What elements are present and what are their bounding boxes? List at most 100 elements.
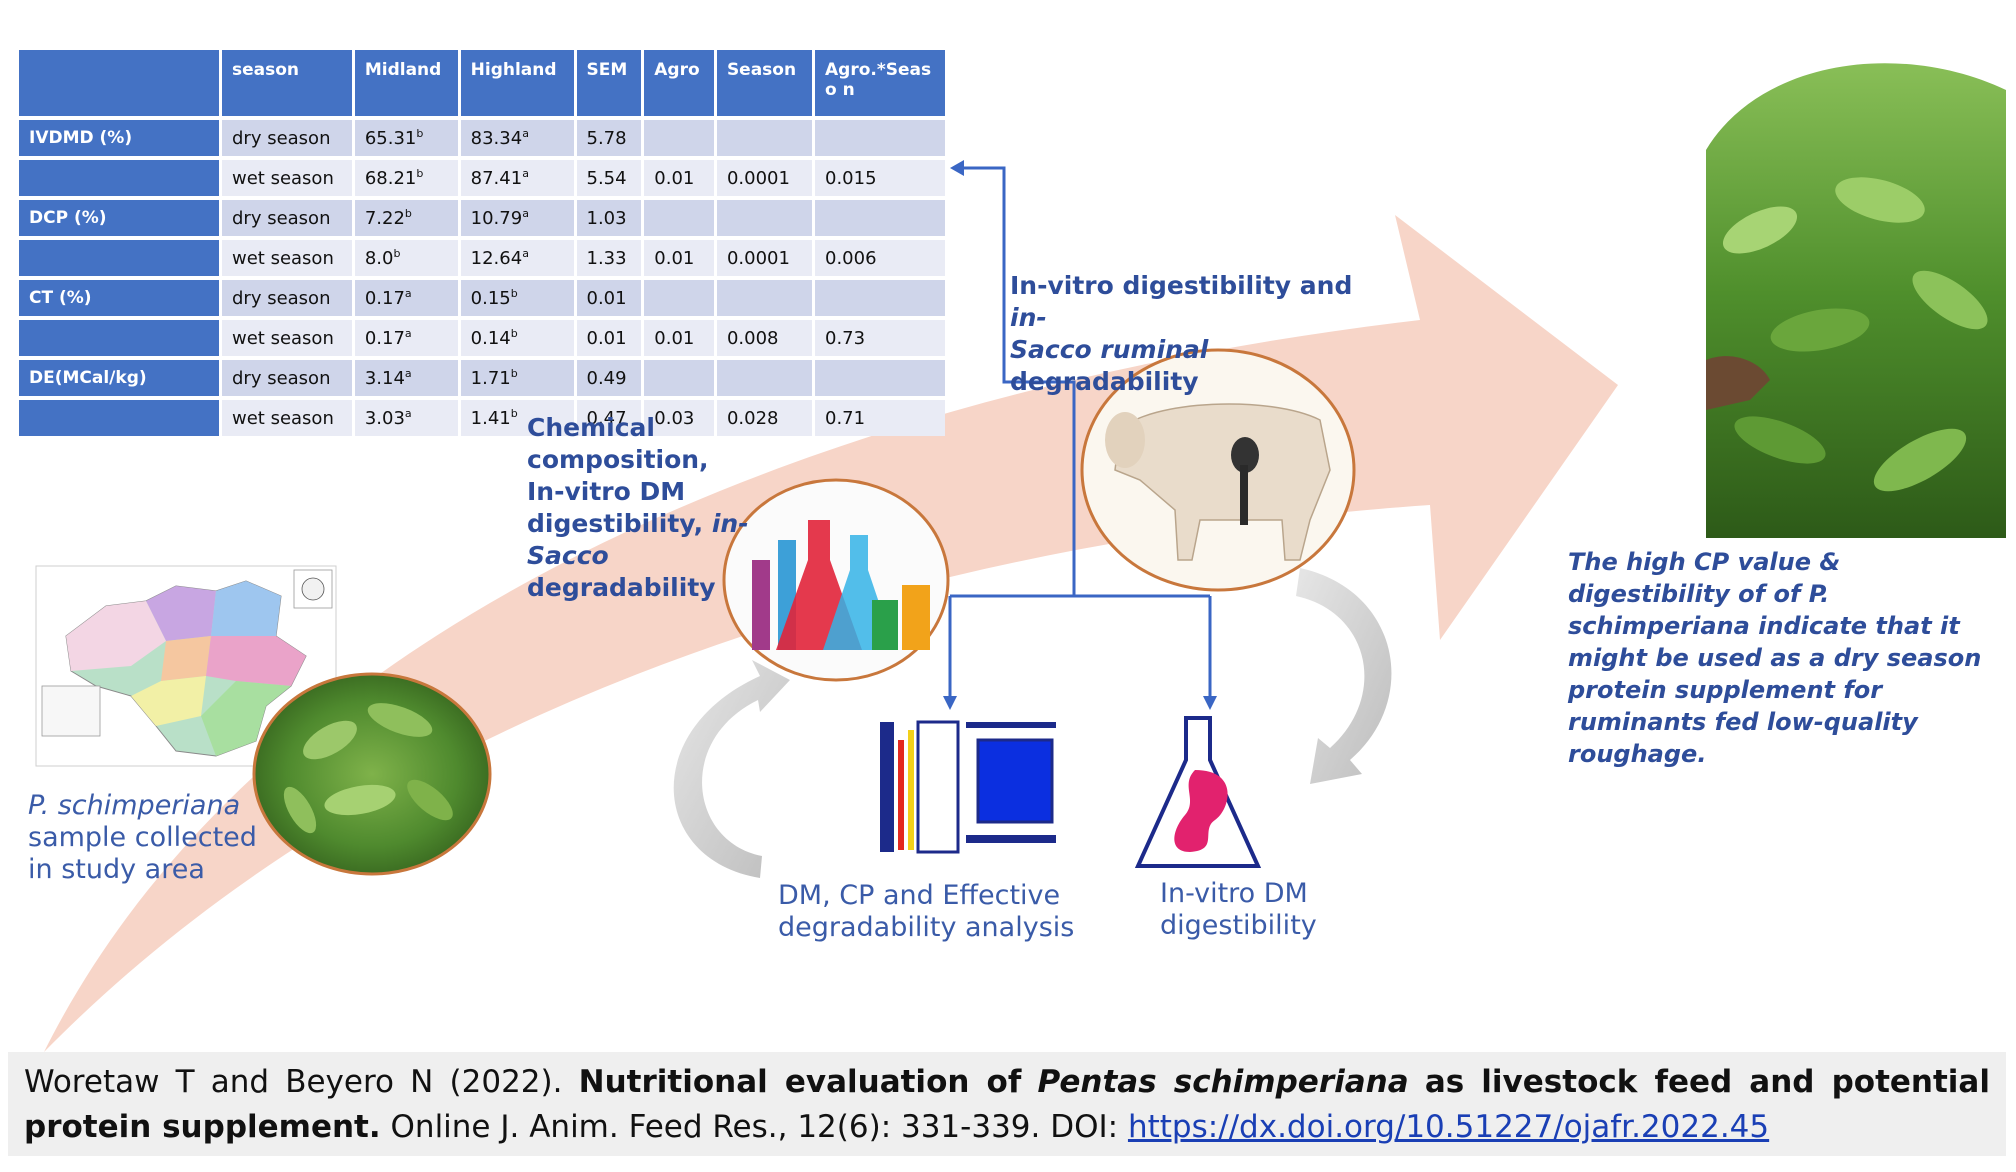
significance-superscript: b — [404, 207, 412, 220]
invitro-part-4: degradability — [1010, 367, 1199, 396]
highland-cell: 10.79a — [460, 200, 574, 236]
chemical-line-3a: digestibility, — [527, 509, 704, 538]
significance-superscript: b — [510, 287, 518, 300]
highland-cell: 0.15b — [460, 280, 574, 316]
table-header-row: season Midland Highland SEM Agro Season … — [19, 50, 945, 116]
interaction-cell: 0.015 — [815, 160, 945, 196]
sample-collected-label: P. schimperiana sample collected in stud… — [28, 790, 288, 886]
row-label — [19, 320, 219, 356]
highland-cell: 1.71b — [460, 360, 574, 396]
season-p-cell — [716, 200, 812, 236]
results-table: season Midland Highland SEM Agro Season … — [16, 46, 948, 440]
row-label: DCP (%) — [19, 200, 219, 236]
significance-superscript: b — [510, 407, 518, 420]
invitro-part-2: in- — [1010, 303, 1047, 332]
cow-photo-circle — [1080, 348, 1356, 592]
dm-cp-label: DM, CP and Effective degradability analy… — [778, 880, 1075, 943]
sem-cell: 0.47 — [576, 400, 642, 436]
season-p-cell: 0.0001 — [716, 160, 812, 196]
conclusion-part-b: indicate that it might be used as a dry … — [1568, 612, 1982, 768]
significance-superscript: a — [522, 247, 529, 260]
arrowheads — [943, 160, 1217, 710]
season-cell: wet season — [222, 400, 352, 436]
sem-cell: 1.33 — [576, 240, 642, 276]
header-cell: season — [222, 50, 352, 116]
row-label: IVDMD (%) — [19, 120, 219, 156]
midland-cell: 8.0b — [354, 240, 458, 276]
citation-title-species: Pentas schimperiana — [1037, 1064, 1409, 1100]
header-cell: Season — [716, 50, 812, 116]
table-row: CT (%) dry season 0.17a 0.15b 0.01 — [19, 280, 945, 316]
chemical-line-2: In-vitro DM — [527, 477, 686, 506]
table-row: wet season 3.03a 1.41b 0.47 0.03 0.028 0.71 — [19, 400, 945, 436]
season-cell: wet season — [222, 160, 352, 196]
table-row: wet season 8.0b 12.64a 1.33 0.01 0.0001 0.006 — [19, 240, 945, 276]
midland-cell: 3.14a — [354, 360, 458, 396]
header-cell: Midland — [354, 50, 458, 116]
agro-cell — [644, 120, 714, 156]
invitro-insacco-label: In-vitro digestibility and in- Sacco rum… — [1010, 270, 1370, 398]
in-vitro-flask-graphic — [1134, 716, 1262, 868]
chemical-line-3: digestibility, in-Sacco — [527, 508, 827, 572]
sem-cell: 0.01 — [576, 320, 642, 356]
interaction-cell: 0.006 — [815, 240, 945, 276]
conclusion-part-a: The high CP value & digestibility of of — [1568, 548, 1841, 608]
table-row: IVDMD (%) dry season 65.31b 83.34a 5.78 — [19, 120, 945, 156]
chemical-line-1: Chemical composition, — [527, 413, 709, 474]
sem-cell: 0.01 — [576, 280, 642, 316]
season-cell: wet season — [222, 320, 352, 356]
significance-superscript: b — [393, 247, 401, 260]
citation-journal: Online J. Anim. Feed Res., 12(6): 331-33… — [390, 1109, 1119, 1145]
table-row: wet season 0.17a 0.14b 0.01 0.01 0.008 0.73 — [19, 320, 945, 356]
highland-cell: 1.41b — [460, 400, 574, 436]
doi-link[interactable]: https://dx.doi.org/10.51227/ojafr.2022.4… — [1127, 1109, 1770, 1145]
conclusion-species: P. schimperiana — [1568, 580, 1830, 640]
season-p-cell — [716, 120, 812, 156]
chemical-composition-label: Chemical composition, In-vitro DM digest… — [527, 412, 827, 604]
citation-title-b: as livestock feed and potential protein … — [24, 1064, 1990, 1145]
season-p-cell: 0.0001 — [716, 240, 812, 276]
citation-authors: Woretaw T and Beyero N (2022). — [24, 1064, 563, 1100]
highland-cell: 12.64a — [460, 240, 574, 276]
header-corner — [19, 50, 219, 116]
degradability-analysis-graphic — [876, 718, 1056, 858]
header-cell: Agro.*Seaso n — [815, 50, 945, 116]
header-cell: Agro — [644, 50, 714, 116]
row-label: CT (%) — [19, 280, 219, 316]
season-p-cell — [716, 280, 812, 316]
study-area-map — [35, 565, 337, 767]
midland-cell: 0.17a — [354, 320, 458, 356]
significance-superscript: a — [522, 207, 529, 220]
agro-cell — [644, 280, 714, 316]
row-label — [19, 240, 219, 276]
significance-superscript: b — [416, 127, 424, 140]
interaction-cell — [815, 360, 945, 396]
chemical-line-3b: in-Sacco — [527, 509, 749, 570]
midland-cell: 7.22b — [354, 200, 458, 236]
conclusion-text: The high CP value & digestibility of of … — [1568, 546, 1988, 770]
header-cell: Highland — [460, 50, 574, 116]
significance-superscript: b — [416, 167, 424, 180]
significance-superscript: a — [404, 367, 412, 380]
season-p-cell — [716, 360, 812, 396]
lab-glassware-circle — [722, 478, 950, 682]
highland-cell: 87.41a — [460, 160, 574, 196]
season-p-cell: 0.028 — [716, 400, 812, 436]
interaction-cell: 0.71 — [815, 400, 945, 436]
significance-superscript: a — [522, 167, 529, 180]
sem-cell: 5.54 — [576, 160, 642, 196]
agro-cell — [644, 200, 714, 236]
table-row: DCP (%) dry season 7.22b 10.79a 1.03 — [19, 200, 945, 236]
citation-bar: Woretaw T and Beyero N (2022). Nutrition… — [8, 1052, 2006, 1156]
season-cell: dry season — [222, 280, 352, 316]
agro-cell: 0.01 — [644, 240, 714, 276]
agro-cell: 0.01 — [644, 320, 714, 356]
sem-cell: 0.49 — [576, 360, 642, 396]
interaction-cell — [815, 120, 945, 156]
table-row: DE(MCal/kg) dry season 3.14a 1.71b 0.49 — [19, 360, 945, 396]
midland-cell: 3.03a — [354, 400, 458, 436]
significance-superscript: b — [510, 327, 518, 340]
sem-cell: 5.78 — [576, 120, 642, 156]
invitro-part-3: Sacco ruminal — [1010, 335, 1209, 364]
agro-cell: 0.03 — [644, 400, 714, 436]
